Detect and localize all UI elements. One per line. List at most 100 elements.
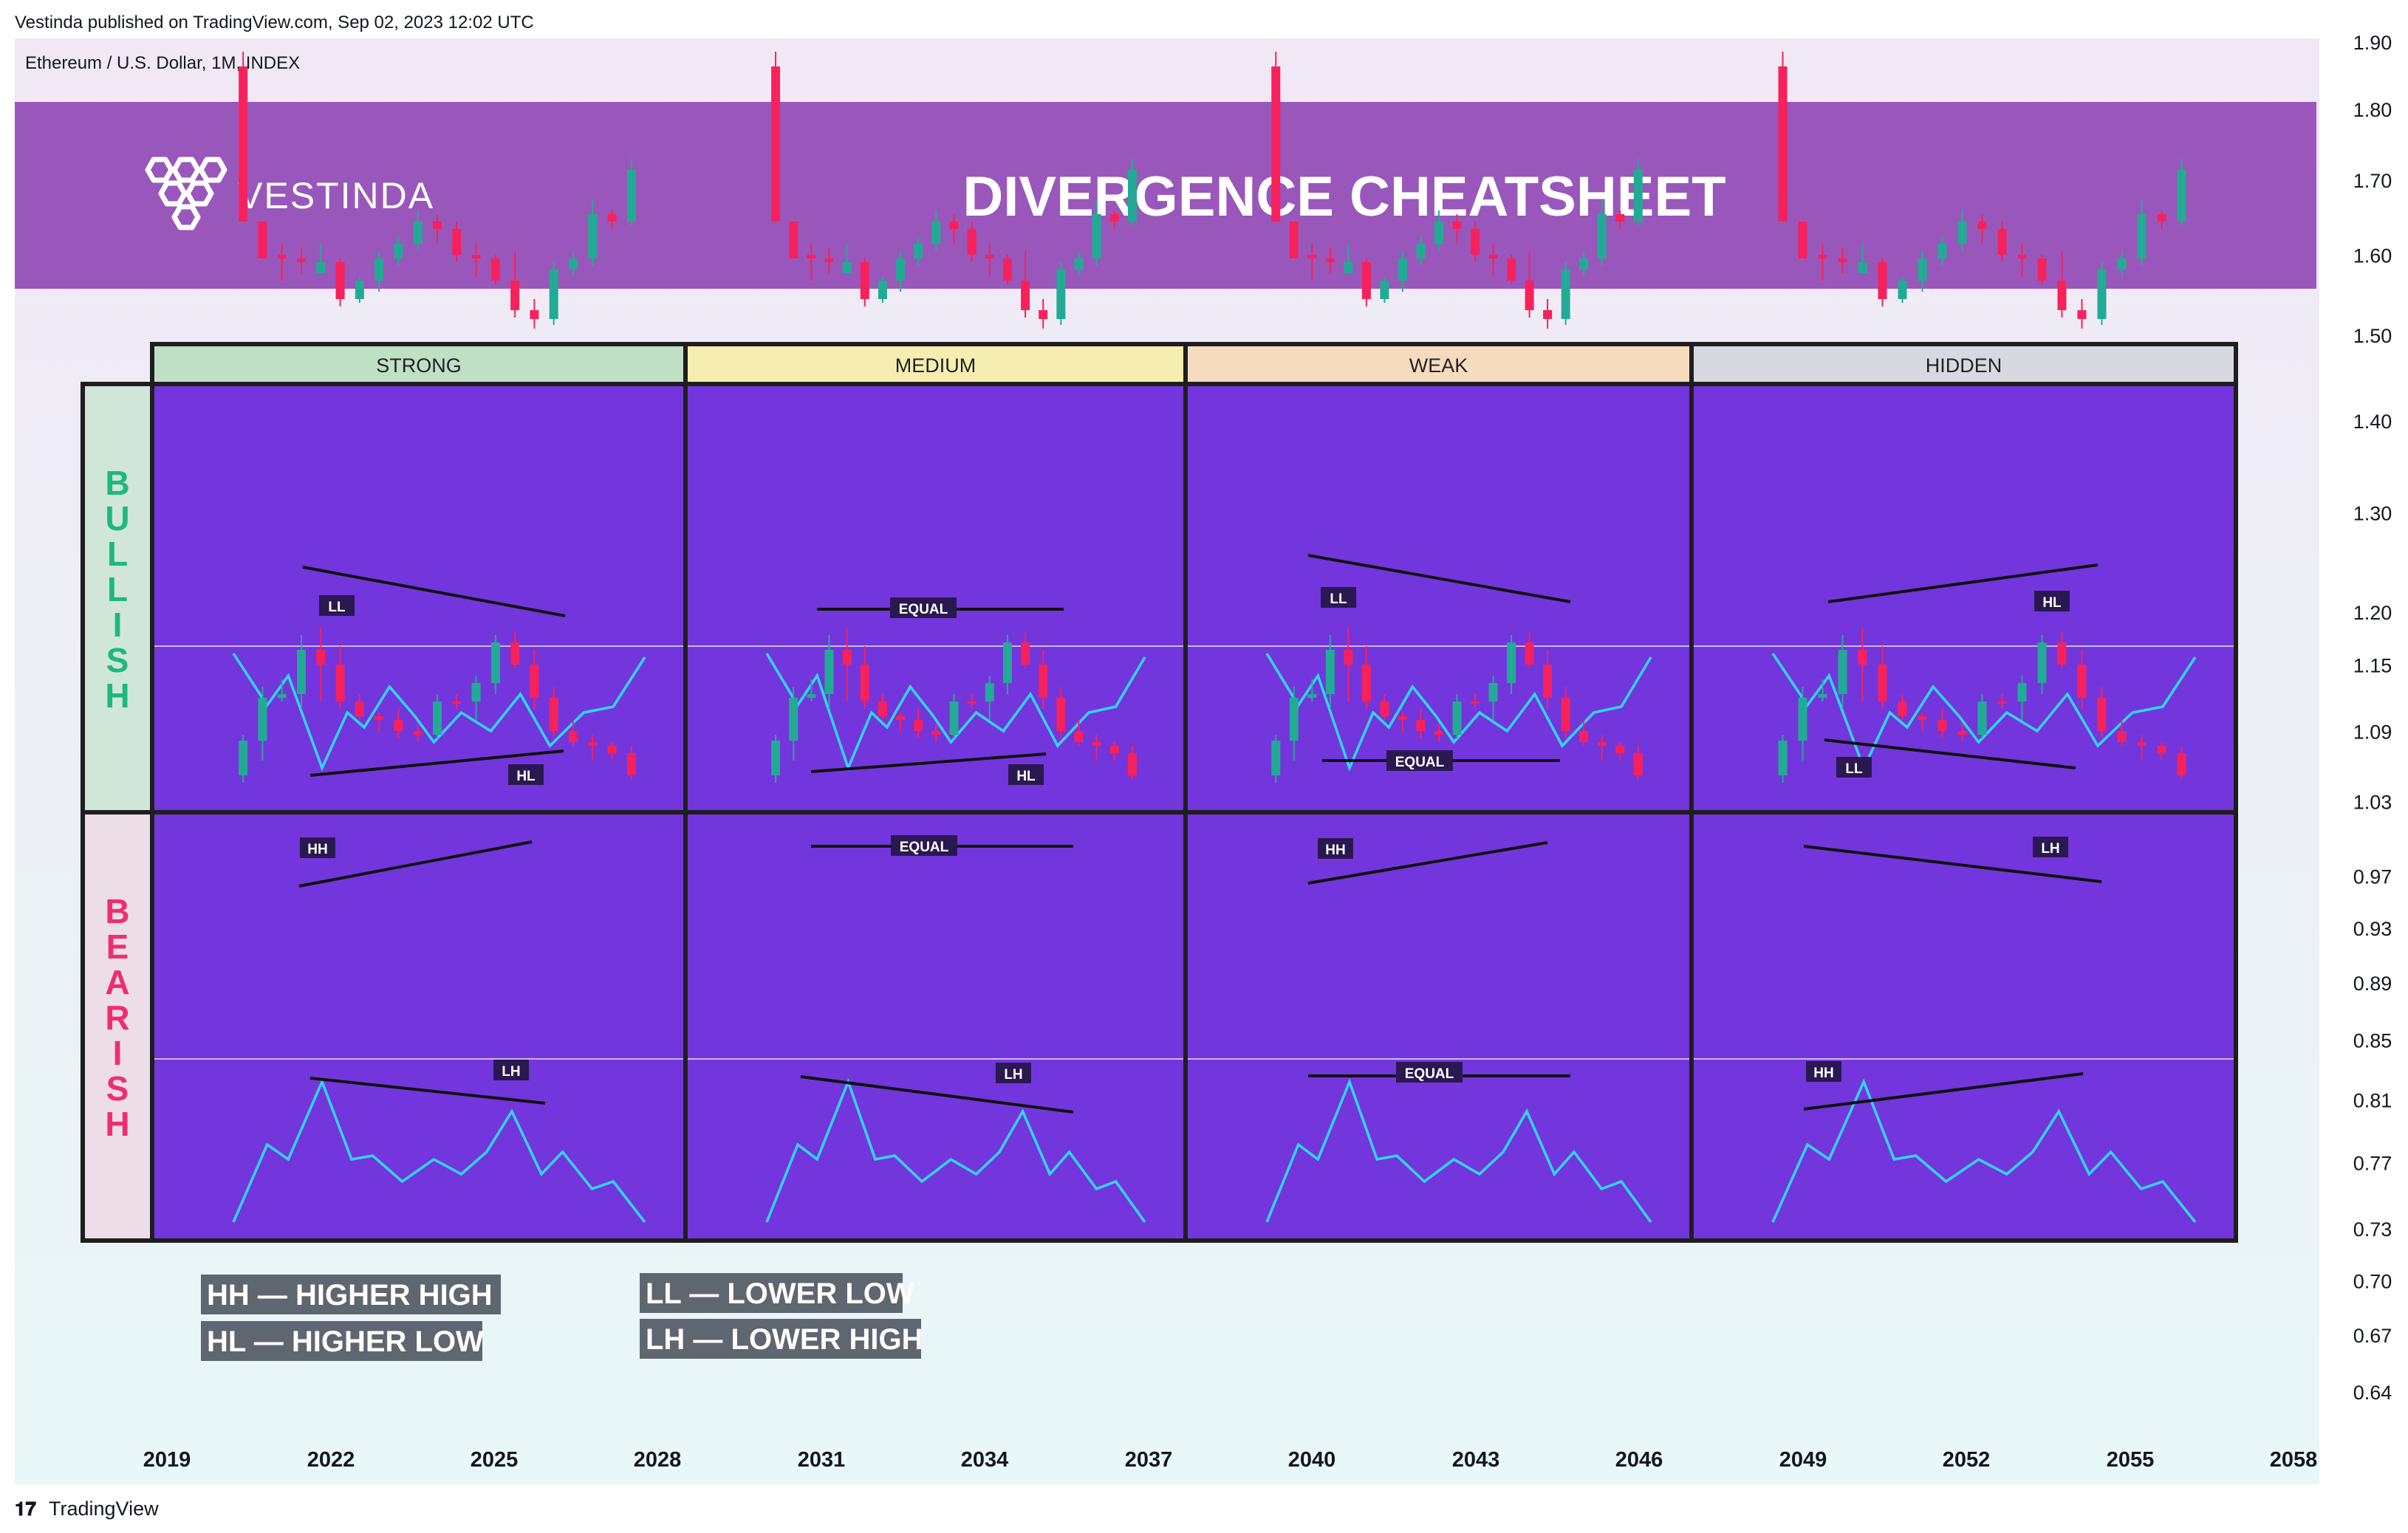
candle-body [967,229,976,255]
candle-body [374,716,384,720]
column-header-label: STRONG [376,354,462,377]
divergence-tag: EQUAL [890,597,957,618]
candle-body [569,258,578,270]
tag-bg [2034,591,2070,611]
y-tick-label: 1.09 [2353,721,2392,743]
candle-body [1092,214,1101,258]
x-tick-label: 2019 [143,1448,191,1472]
x-tick-label: 2037 [1125,1448,1173,1472]
candle-body [914,720,923,731]
candle-body [1615,214,1625,222]
y-tick-label: 0.89 [2353,973,2392,995]
candle-body [2057,642,2067,665]
tradingview-logo-icon: 𝟏𝟕 [15,1498,36,1520]
legend-item: LL — LOWER LOW [640,1273,914,1313]
y-tick-label: 0.73 [2353,1218,2392,1241]
time-axis[interactable]: 2019 2022 2025 2028 2031 2034 2037 2040 2043 2046… [143,1448,2318,1472]
candle-body [1092,742,1101,746]
candle-body [1778,66,1788,222]
candle-body [967,702,976,704]
candle-body [1109,214,1119,222]
tag-bg [1008,764,1044,785]
candle-body [1957,222,1967,244]
legend-item: LH — LOWER HIGH [640,1319,923,1359]
candle-body [1380,281,1389,299]
candle-body [2117,258,2127,270]
candle-body [607,746,617,753]
y-tick-label: 1.60 [2353,245,2392,267]
tag-bg [890,597,957,618]
divergence-tag: EQUAL [1386,750,1453,771]
candle-body [1289,222,1299,258]
candle-body [824,650,834,694]
divergence-tag: LH [996,1063,1031,1083]
tag-label: EQUAL [900,840,949,855]
divergence-tag: HH [1806,1061,1841,1082]
candle-body [277,255,287,258]
tag-bg [508,764,544,785]
candle-body [842,262,852,273]
candle-body [985,683,994,702]
candle-body [1898,702,1907,716]
candle-body [1361,262,1371,299]
candle-body [1416,244,1426,258]
legend-bg [201,1321,482,1361]
candle-body [510,281,520,310]
candle-body [1918,716,1927,720]
divergence-tag: LH [2033,837,2068,857]
candle-body [1471,702,1480,704]
candle-body [1361,665,1371,702]
oscillator-line [1265,653,1652,772]
candle-body [2177,170,2186,222]
candle-body [1074,731,1084,742]
candle-body [1798,222,1807,258]
candle-body [569,731,578,742]
tag-bg [996,1063,1031,1083]
candle-body [1633,170,1643,222]
candle-body [1838,650,1847,694]
candle-body [2097,698,2107,731]
divergence-tag: LL [1836,757,1872,778]
divergence-tag: LL [319,595,355,616]
y-tick-label: 1.20 [2353,602,2392,624]
candle-body [1398,716,1407,720]
candle-body [394,244,403,258]
candle-body [1633,753,1643,775]
candle-body [2017,683,2027,702]
candle-body [626,170,636,222]
candle-body [2157,746,2166,753]
legend-item: HL — HIGHER LOW [201,1321,484,1361]
candle-body [1109,746,1119,753]
candle-body [413,731,423,735]
trend-line [1803,845,2102,883]
tag-label: LH [502,1064,520,1080]
trend-line [309,750,564,777]
tag-label: HH [1325,843,1345,858]
y-tick-label: 1.80 [2353,99,2392,121]
oscillator-line [1265,1078,1652,1224]
candle-body [896,716,906,720]
banner-title: DIVERGENCE CHEATSHEET [962,165,1725,228]
candle-body [1997,702,2007,704]
trend-line [1827,563,2099,603]
candle-body [316,262,326,273]
column-header-medium: MEDIUM [683,342,1188,386]
trend-line [309,1077,546,1105]
candle-body [2077,665,2087,698]
tag-bg [300,837,335,858]
candle-body [1127,753,1137,775]
symbol-title[interactable]: Ethereum / U.S. Dollar, 1M, INDEX [25,53,300,73]
divergence-tag: EQUAL [1396,1062,1463,1083]
candle-body [530,310,539,319]
tag-label: EQUAL [899,602,948,617]
candle-body [985,255,994,258]
legend-text: LH — LOWER HIGH [646,1323,923,1356]
candle-body [1271,741,1281,775]
candle-body [2037,642,2047,683]
oscillator-line [765,1078,1146,1224]
cell-bearish-weak: HH EQUAL [1183,628,1694,1243]
candle-body [1525,642,1534,665]
price-axis[interactable]: 1.90 1.80 1.70 1.60 1.50 1.40 1.30 1.20 1.15 1.09… [2353,32,2392,1404]
